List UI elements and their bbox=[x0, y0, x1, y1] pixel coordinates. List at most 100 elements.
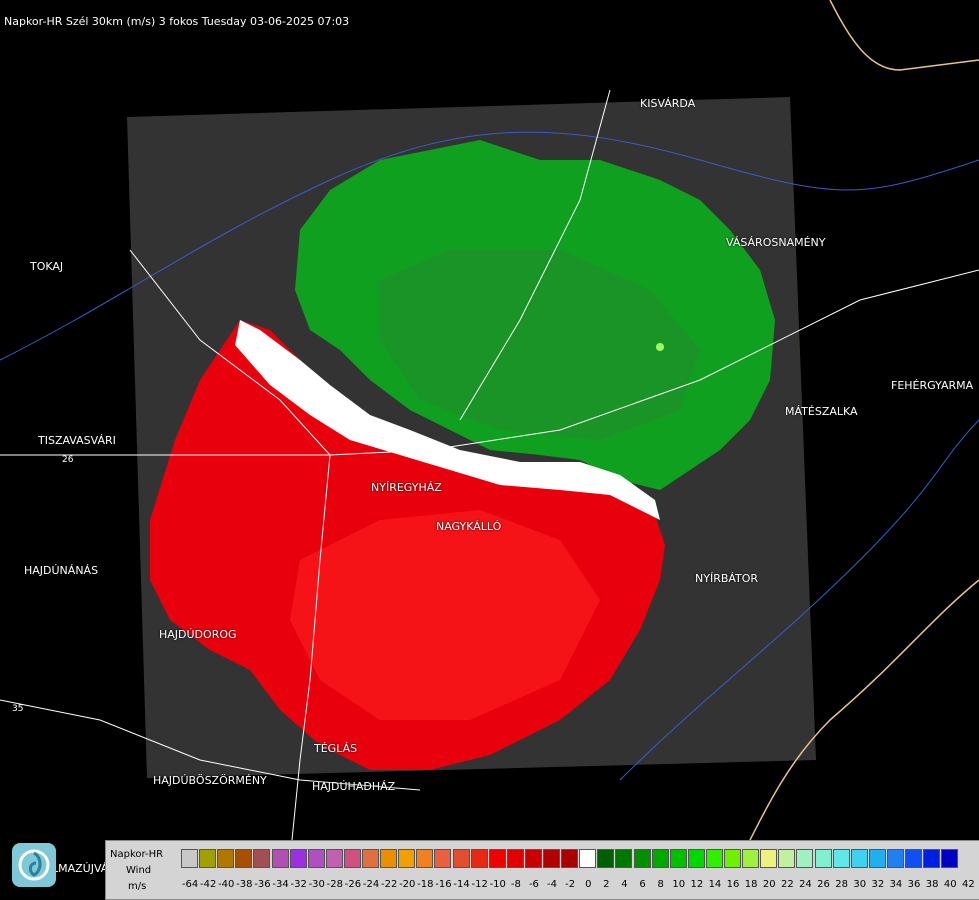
legend-tick-label: -34 bbox=[272, 879, 289, 890]
road-label-35: 35 bbox=[12, 704, 23, 714]
legend-swatch bbox=[796, 849, 814, 868]
legend-swatch bbox=[905, 849, 922, 868]
legend-swatch bbox=[362, 849, 379, 868]
legend-tick-label: 4 bbox=[621, 879, 628, 890]
legend-swatch bbox=[923, 849, 941, 868]
velocity-legend: Napkor-HR Wind m/s -64 -42 -40 -38 -36 -34 -32… bbox=[105, 840, 979, 900]
city-label-hajdudorog: HAJDÚDOROG bbox=[159, 628, 237, 641]
city-label-vasarosnameny: VÁSÁROSNAMÉNY bbox=[726, 236, 826, 249]
legend-product-label: Napkor-HR bbox=[110, 849, 164, 860]
legend-swatch bbox=[470, 849, 488, 868]
legend-tick-label: -24 bbox=[362, 879, 380, 890]
legend-tick-label: 6 bbox=[639, 879, 646, 890]
city-label-kisvarda: KISVÁRDA bbox=[640, 97, 696, 110]
city-label-mazujvar: LMAZÚJVÁR bbox=[52, 862, 116, 875]
legend-swatch bbox=[416, 849, 434, 868]
legend-tick-label: 20 bbox=[762, 879, 776, 890]
legend-swatch bbox=[253, 849, 271, 868]
city-label-mateszalka: MÁTÉSZALKA bbox=[785, 405, 858, 418]
legend-swatch bbox=[452, 849, 470, 868]
legend-swatch bbox=[325, 849, 343, 868]
legend-tick-label: 16 bbox=[726, 879, 740, 890]
city-label-tokaj: TOKAJ bbox=[30, 260, 64, 273]
road-label-26: 26 bbox=[62, 455, 74, 465]
legend-swatch bbox=[941, 849, 959, 868]
city-label-teglas: TÉGLÁS bbox=[314, 742, 358, 755]
legend-tick-label: 18 bbox=[744, 879, 758, 890]
city-label-tiszavasvari: TISZAVASVÁRI bbox=[38, 434, 116, 447]
legend-tick-label: 26 bbox=[817, 879, 830, 890]
legend-tick-label: -22 bbox=[380, 879, 398, 890]
legend-swatch bbox=[597, 849, 615, 868]
red-echo-shade bbox=[290, 510, 600, 720]
legend-tick-label: -16 bbox=[435, 879, 452, 890]
city-label-hajduboszormeny: HAJDÚBÖSZÖRMÉNY bbox=[153, 774, 267, 787]
legend-tick-label: 42 bbox=[961, 879, 975, 890]
green-echo-shade bbox=[380, 250, 700, 440]
legend-tick-label: -26 bbox=[344, 879, 362, 890]
legend-swatch bbox=[434, 849, 452, 868]
legend-swatch bbox=[633, 849, 651, 868]
legend-tick-label: 24 bbox=[799, 879, 812, 890]
city-label-nyiregyhaza: NYÍREGYHÁZ bbox=[371, 481, 442, 494]
city-label-fehergyarmat: FEHÉRGYARMA bbox=[891, 379, 974, 392]
legend-swatch bbox=[561, 849, 579, 868]
legend-tick-label: 40 bbox=[943, 879, 957, 890]
legend-tick-label: 8 bbox=[657, 879, 664, 890]
legend-tick-label: -2 bbox=[565, 879, 576, 890]
legend-tick-label: -4 bbox=[547, 879, 558, 890]
city-label-hajdunanas: HAJDÚNÁNÁS bbox=[24, 564, 99, 577]
legend-unit-label: m/s bbox=[128, 881, 147, 892]
legend-swatch bbox=[669, 849, 687, 868]
legend-swatch bbox=[289, 849, 307, 868]
legend-swatch bbox=[506, 849, 524, 868]
legend-swatch bbox=[307, 849, 325, 868]
road-line-2 bbox=[289, 454, 331, 861]
city-label-nagykallo: NAGYKÁLLÓ bbox=[436, 520, 502, 533]
legend-swatch bbox=[687, 849, 705, 868]
legend-tick-label: 28 bbox=[835, 879, 849, 890]
legend-swatch bbox=[651, 849, 669, 868]
radar-site-marker bbox=[656, 343, 664, 351]
legend-swatch bbox=[398, 849, 416, 868]
map-title: Napkor-HR Szél 30km (m/s) 3 fokos Tuesda… bbox=[4, 15, 350, 28]
legend-tick-label: 10 bbox=[672, 879, 686, 890]
legend-tick-label: -36 bbox=[254, 879, 271, 890]
legend-tick-label: 0 bbox=[585, 879, 592, 890]
legend-swatch bbox=[615, 849, 633, 868]
legend-swatch bbox=[724, 849, 741, 868]
city-label-hajduhadhaz: HAJDÚHADHÁZ bbox=[312, 780, 396, 793]
legend-tick-label: 12 bbox=[690, 879, 704, 890]
legend-swatch bbox=[343, 849, 361, 868]
legend-tick-label: 32 bbox=[871, 879, 885, 890]
legend-swatch bbox=[886, 849, 904, 868]
legend-tick-label: 38 bbox=[925, 879, 939, 890]
zero-velocity-band bbox=[235, 320, 660, 520]
river-line-2 bbox=[619, 419, 979, 781]
road-line-3 bbox=[129, 249, 331, 456]
legend-swatch bbox=[814, 849, 832, 868]
road-line bbox=[0, 269, 979, 456]
legend-swatch bbox=[778, 849, 796, 868]
legend-tick-label: -6 bbox=[528, 879, 539, 890]
legend-swatch bbox=[235, 849, 253, 868]
legend-swatch bbox=[850, 849, 868, 868]
legend-swatch bbox=[832, 849, 850, 868]
country-border bbox=[739, 0, 979, 861]
legend-swatch bbox=[742, 849, 760, 868]
legend-swatch bbox=[543, 849, 560, 868]
city-label-nyirbator: NYÍRBÁTOR bbox=[695, 572, 759, 585]
legend-swatch bbox=[705, 849, 723, 868]
legend-swatch bbox=[217, 849, 235, 868]
legend-swatch bbox=[579, 849, 597, 868]
legend-tick-label: 2 bbox=[603, 879, 610, 890]
legend-tick-label: -12 bbox=[471, 879, 488, 890]
legend-tick-label: -8 bbox=[510, 879, 521, 890]
river-line bbox=[0, 131, 979, 361]
road-line-5 bbox=[0, 699, 421, 791]
legend-tick-label: -20 bbox=[399, 879, 416, 890]
legend-tick-label: -18 bbox=[417, 879, 434, 890]
legend-tick-label: -64 bbox=[181, 879, 199, 890]
